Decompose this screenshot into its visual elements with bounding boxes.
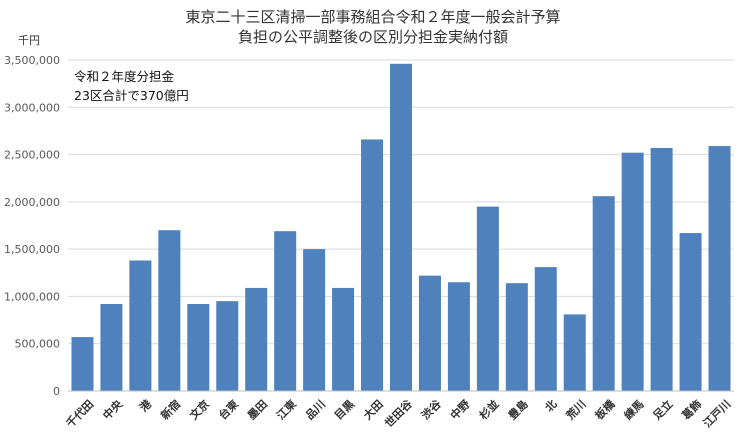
- y-tick-label: 3,000,000: [4, 101, 60, 114]
- x-tick-label: 江戸川: [700, 397, 733, 430]
- x-tick-label: 渋谷: [418, 396, 444, 422]
- x-tick-label: 文京: [187, 397, 212, 422]
- bar-世田谷: [389, 63, 413, 391]
- bar-江東: [274, 231, 297, 391]
- x-tick-label: 中野: [447, 397, 472, 422]
- x-tick-label: 足立: [650, 397, 675, 422]
- bar-北: [534, 267, 557, 391]
- x-tick-label: 目黒: [332, 398, 357, 423]
- bar-渋谷: [418, 275, 441, 391]
- y-tick-label: 0: [53, 385, 60, 398]
- x-tick-label: 大田: [360, 397, 385, 422]
- x-tick-label: 世田谷: [382, 396, 416, 430]
- x-tick-label: 新宿: [158, 397, 183, 422]
- chart-subtitle: 負担の公平調整後の区別分担金実納付額: [237, 28, 508, 46]
- bar-練馬: [621, 152, 644, 391]
- bar-大田: [361, 139, 384, 391]
- x-tick-label: 台東: [216, 396, 242, 422]
- y-tick-label: 1,500,000: [4, 243, 60, 256]
- annotation-line-2: 23区合計で370億円: [74, 88, 189, 103]
- y-tick-label: 2,000,000: [4, 196, 60, 209]
- bar-中央: [100, 303, 123, 391]
- x-tick-label: 墨田: [245, 398, 270, 423]
- x-tick-label: 江東: [273, 396, 299, 422]
- bar-豊島: [505, 283, 528, 391]
- x-tick-label: 北: [542, 397, 560, 415]
- x-tick-label: 葛飾: [678, 397, 704, 423]
- annotation-line-1: 令和２年度分担金: [74, 69, 175, 84]
- bar-港: [129, 260, 152, 391]
- x-tick-label: 品川: [303, 398, 328, 423]
- bar-品川: [303, 249, 326, 391]
- y-tick-label: 3,500,000: [4, 54, 60, 67]
- bar-葛飾: [679, 233, 702, 391]
- bar-荒川: [563, 314, 586, 391]
- bar-杉並: [476, 206, 499, 391]
- x-tick-label: 杉並: [476, 397, 501, 422]
- bar-中野: [447, 282, 470, 391]
- y-tick-label: 500,000: [15, 338, 61, 351]
- bar-板橋: [592, 196, 615, 391]
- bar-千代田: [71, 337, 94, 391]
- y-axis-unit-label: 千円: [18, 34, 40, 47]
- y-tick-label: 2,500,000: [4, 149, 60, 162]
- bar-台東: [216, 301, 239, 391]
- bar-文京: [187, 303, 210, 391]
- x-tick-label: 板橋: [592, 396, 618, 422]
- bar-目黒: [332, 287, 355, 391]
- bar-墨田: [245, 287, 268, 391]
- x-tick-label: 港: [136, 396, 154, 414]
- x-tick-label: 中央: [100, 396, 126, 422]
- bar-江戸川: [708, 146, 731, 391]
- y-tick-label: 1,000,000: [4, 290, 60, 303]
- x-tick-label: 荒川: [562, 397, 588, 423]
- bar-足立: [650, 147, 673, 391]
- bar-新宿: [158, 230, 181, 391]
- x-tick-label: 豊島: [505, 397, 530, 422]
- x-tick-label: 千代田: [63, 397, 96, 430]
- x-tick-label: 練馬: [621, 397, 646, 422]
- chart-title: 東京二十三区清掃一部事務組合令和２年度一般会計予算: [185, 8, 561, 26]
